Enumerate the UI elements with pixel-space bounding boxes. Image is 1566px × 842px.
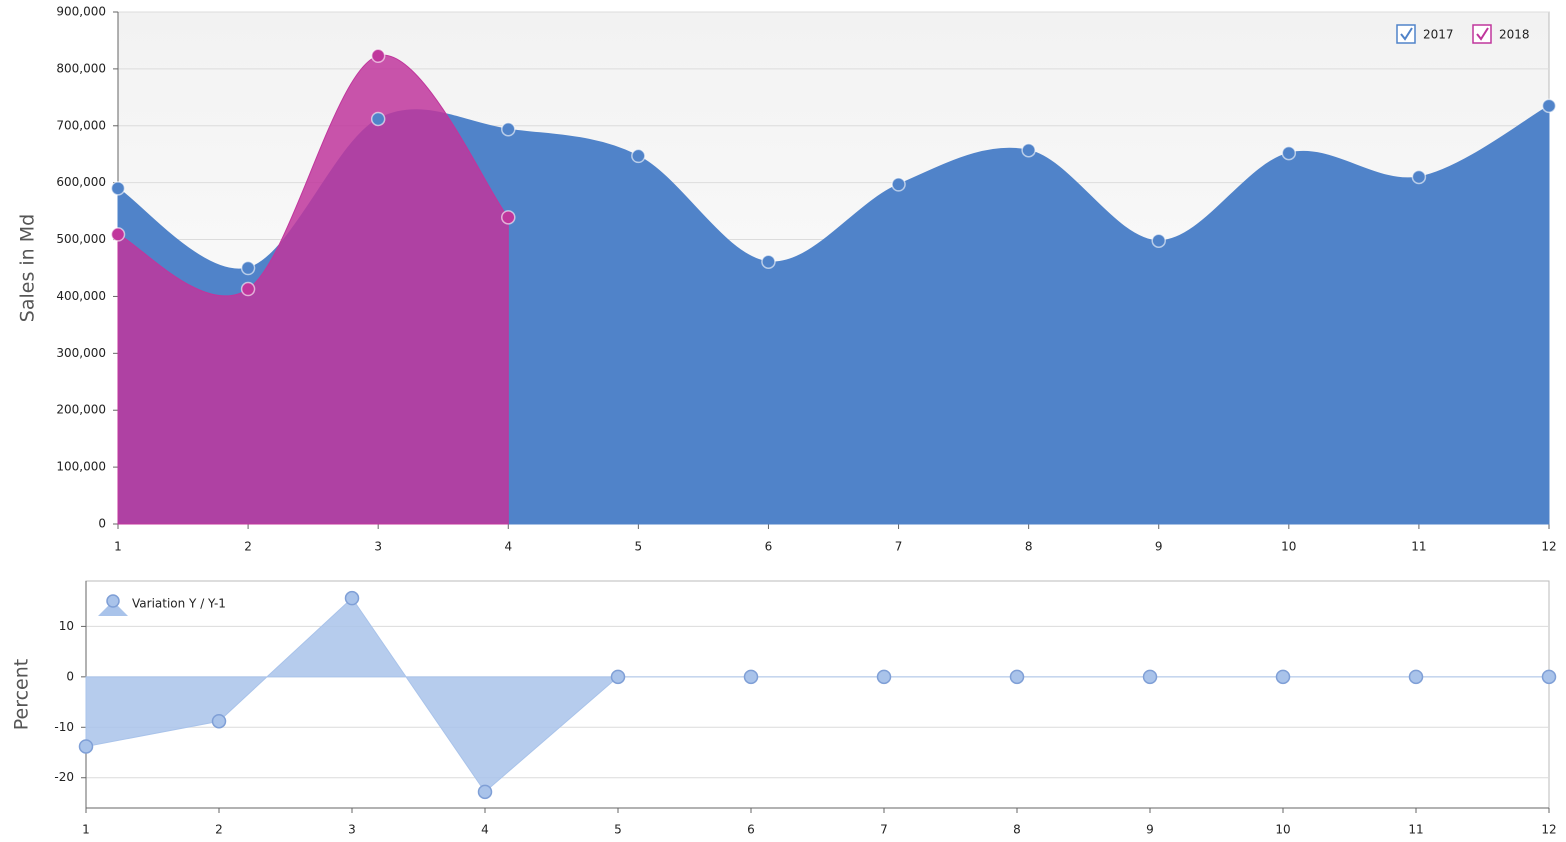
point: [1408, 669, 1424, 685]
x-tick-label: 6: [765, 540, 773, 554]
y-tick-label: 400,000: [56, 289, 106, 303]
x-tick-label: 6: [747, 823, 755, 837]
point: [501, 210, 516, 225]
x-tick-label: 2: [244, 540, 252, 554]
point: [211, 713, 227, 729]
x-tick-label: 1: [82, 823, 90, 837]
x-tick-label: 5: [614, 823, 622, 837]
plot-area: [85, 580, 1550, 809]
point: [78, 739, 94, 754]
legend-label: Variation Y / Y-1: [132, 597, 226, 611]
x-tick-label: 4: [481, 823, 489, 837]
legend-checkbox[interactable]: [1396, 24, 1416, 44]
legend-checkbox[interactable]: [1472, 24, 1492, 44]
x-tick-label: 11: [1411, 540, 1426, 554]
x-tick-label: 10: [1275, 823, 1290, 837]
point: [110, 181, 126, 196]
x-tick-label: 12: [1541, 823, 1556, 837]
y-tick-label: 0: [98, 517, 106, 531]
legend-marker: [106, 594, 120, 608]
point: [370, 111, 386, 127]
x-tick-label: 3: [348, 823, 356, 837]
point: [1142, 669, 1158, 685]
area: [85, 597, 1549, 793]
y-tick-label: 900,000: [56, 5, 106, 19]
point: [1009, 669, 1025, 685]
area: [117, 54, 509, 525]
y-tick-label: 300,000: [56, 346, 106, 360]
point: [370, 48, 386, 64]
point: [1275, 669, 1291, 685]
y-axis-label: Sales in Md: [17, 214, 39, 322]
y-tick-label: 200,000: [56, 403, 106, 417]
y-tick-label: 800,000: [56, 61, 106, 75]
point: [761, 254, 776, 269]
point: [1411, 169, 1427, 185]
x-tick-label: 9: [1146, 823, 1154, 837]
legend-swatch: [98, 601, 128, 616]
point: [477, 784, 493, 800]
point: [1281, 145, 1297, 161]
y-tick-label: 100,000: [56, 460, 106, 474]
point: [891, 177, 906, 192]
point: [501, 121, 516, 137]
point: [344, 590, 360, 606]
y-tick-label: 700,000: [56, 118, 106, 132]
point: [240, 281, 256, 297]
point: [743, 669, 759, 685]
x-tick-label: 10: [1281, 540, 1296, 554]
legend-check: [1476, 27, 1489, 41]
x-tick-label: 4: [504, 540, 512, 554]
legend-check: [1400, 27, 1413, 41]
y-tick-label: 500,000: [56, 232, 106, 246]
legend-label[interactable]: 2017: [1423, 28, 1454, 42]
point: [1151, 233, 1166, 248]
point: [240, 260, 256, 276]
y-tick-label: 600,000: [56, 175, 106, 189]
x-tick-label: 1: [114, 540, 122, 554]
x-tick-label: 7: [895, 540, 903, 554]
x-tick-label: 8: [1013, 823, 1021, 837]
x-tick-label: 5: [635, 540, 643, 554]
x-tick-label: 3: [374, 540, 382, 554]
y-tick-label: 0: [66, 669, 74, 683]
y-tick-label: -20: [54, 770, 74, 784]
point: [1021, 142, 1036, 158]
x-tick-label: 9: [1155, 540, 1163, 554]
x-tick-label: 11: [1408, 823, 1423, 837]
point: [110, 227, 126, 242]
point: [631, 148, 646, 164]
x-tick-label: 12: [1541, 540, 1556, 554]
legend-label[interactable]: 2018: [1499, 28, 1530, 42]
y-axis-label: Percent: [11, 659, 33, 731]
point: [876, 669, 892, 685]
point: [1541, 669, 1557, 685]
y-tick-label: 10: [59, 619, 74, 633]
point: [1541, 98, 1557, 114]
point: [610, 669, 626, 685]
x-tick-label: 8: [1025, 540, 1033, 554]
y-tick-label: -10: [54, 720, 74, 734]
x-tick-label: 7: [880, 823, 888, 837]
x-tick-label: 2: [215, 823, 223, 837]
